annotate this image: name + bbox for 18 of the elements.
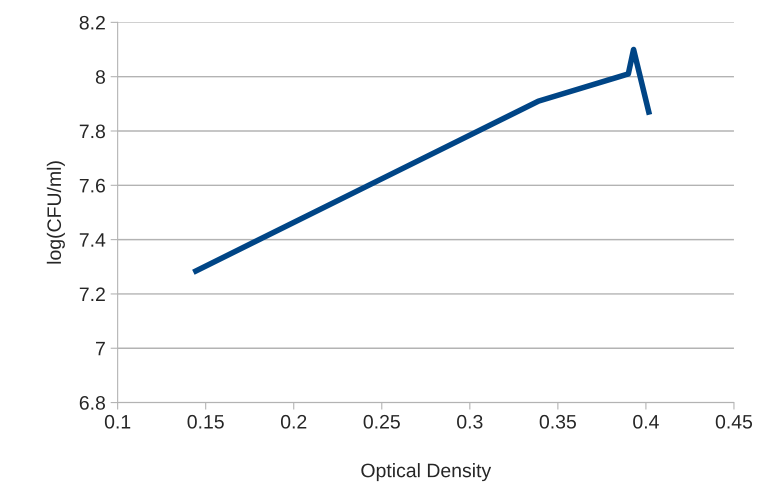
- x-tick-label: 0.35: [540, 414, 576, 429]
- x-tick-label: 0.25: [364, 414, 400, 429]
- x-tick-label: 0.15: [188, 414, 224, 429]
- y-tick-label: 7.8: [80, 124, 105, 138]
- y-tick-label: 8.2: [80, 16, 105, 30]
- y-tick-label: 7.6: [80, 178, 105, 193]
- x-tick-label: 0.3: [457, 414, 482, 429]
- y-tick-label: 6.8: [80, 396, 105, 410]
- y-tick-label: 8: [96, 70, 105, 84]
- y-tick-label: 7.4: [80, 233, 106, 247]
- y-tick-label: 7.2: [80, 287, 105, 301]
- x-axis-title: Optical Density: [361, 463, 492, 482]
- x-tick-label: 0.4: [633, 414, 659, 429]
- y-axis-title: log(CFU/ml): [46, 161, 65, 264]
- x-tick-label: 0.2: [280, 414, 306, 429]
- y-tick-label: 7: [96, 342, 105, 356]
- x-tick-label: 0.45: [716, 414, 752, 429]
- x-tick-label: 0.1: [104, 414, 130, 429]
